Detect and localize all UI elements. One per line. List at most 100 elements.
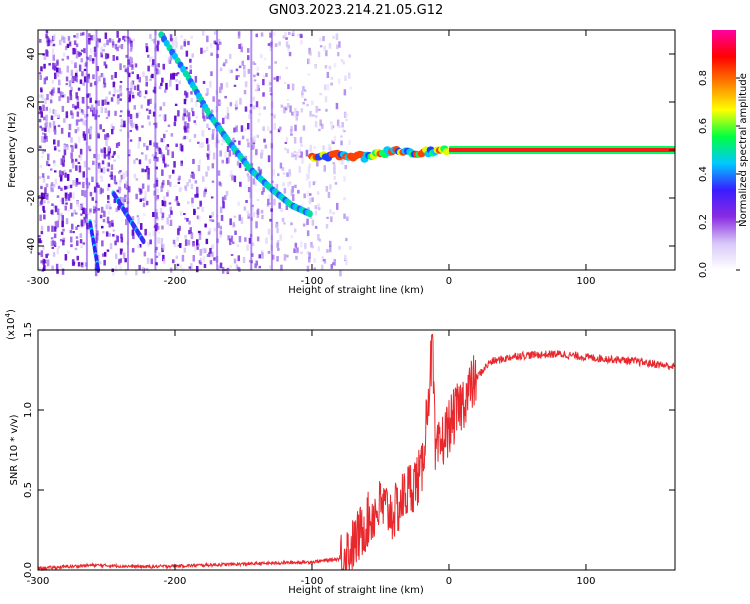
noise-cell [308,181,311,188]
noise-cell [284,147,287,151]
noise-cell [61,220,64,228]
noise-cell [338,125,341,129]
noise-cell [50,96,53,99]
noise-cell [213,40,217,45]
noise-cell [201,108,205,114]
noise-cell [205,138,209,144]
noise-cell [39,203,42,206]
noise-cell [202,255,206,263]
noise-cell [325,108,328,112]
noise-cell [197,141,200,144]
noise-cell [190,91,193,95]
noise-cell [57,87,60,94]
noise-cell [79,148,83,155]
noise-cell [268,202,272,205]
noise-cell [128,149,131,154]
noise-cell [39,125,42,129]
noise-cell [203,50,206,53]
noise-cell [63,36,66,44]
noise-cell [162,102,166,107]
noise-cell [201,207,204,213]
noise-cell [207,153,210,160]
noise-cell [71,223,74,230]
noise-cell [178,225,181,231]
noise-cell [92,160,95,165]
noise-cell [163,200,167,207]
noise-cell [179,265,182,270]
noise-cell [118,171,121,174]
noise-cell [52,120,56,126]
noise-cell [38,118,42,123]
noise-cell [162,138,165,143]
noise-cell [72,180,75,186]
noise-cell [294,242,298,248]
noise-cell [202,80,206,84]
noise-cell [107,110,111,117]
noise-cell [132,38,136,42]
noise-cell [75,92,78,99]
noise-cell [213,127,217,131]
noise-cell [255,101,259,108]
noise-cell [177,202,181,206]
noise-cell [81,71,84,77]
noise-cell [252,105,256,110]
noise-cell [306,251,310,255]
noise-cell [161,77,164,83]
noise-cell [68,132,71,138]
noise-cell [247,142,250,148]
noise-cell [324,65,328,69]
noise-cell [103,43,106,47]
noise-cell [224,59,228,64]
noise-cell [286,148,290,154]
noise-cell [224,115,228,119]
noise-cell [189,227,192,234]
noise-cell [172,239,176,245]
noise-cell [284,32,287,37]
noise-cell [338,245,341,250]
noise-cell [244,237,247,242]
noise-cell [128,91,131,98]
noise-cell [101,188,104,193]
noise-cell [294,124,297,132]
noise-cell [176,72,180,75]
noise-cell [160,151,164,158]
noise-cell [73,48,77,55]
noise-cell [158,69,161,75]
noise-cell [45,106,48,111]
noise-cell [60,187,63,191]
noise-cell [188,179,191,183]
noise-cell [70,244,73,248]
ridge-band-inner [449,148,675,152]
noise-cell [219,232,223,238]
noise-cell [83,68,87,72]
noise-cell [260,209,264,214]
noise-cell [39,240,43,244]
noise-cell [58,170,62,178]
noise-cell [251,204,254,207]
noise-cell [84,73,87,78]
noise-cell [88,38,91,41]
noise-cell [43,116,46,121]
noise-cell [97,162,101,169]
noise-cell [130,81,133,89]
noise-cell [328,65,332,70]
noise-cell [100,54,103,58]
noise-cell [175,196,179,201]
noise-cell [235,68,239,72]
noise-cell [171,151,174,158]
noise-cell [249,191,252,199]
noise-cell [106,53,110,59]
noise-cell [329,245,332,253]
noise-cell [163,114,167,122]
noise-cell [105,154,109,157]
noise-cell [258,254,261,259]
noise-cell [75,178,79,185]
noise-cell [175,41,178,49]
noise-cell [40,111,43,118]
noise-cell [300,108,304,113]
noise-cell [208,228,212,234]
snr-scale-factor: (x104) [4,309,17,340]
noise-cell [110,171,113,176]
noise-cell [162,254,165,262]
noise-cell [232,241,235,244]
